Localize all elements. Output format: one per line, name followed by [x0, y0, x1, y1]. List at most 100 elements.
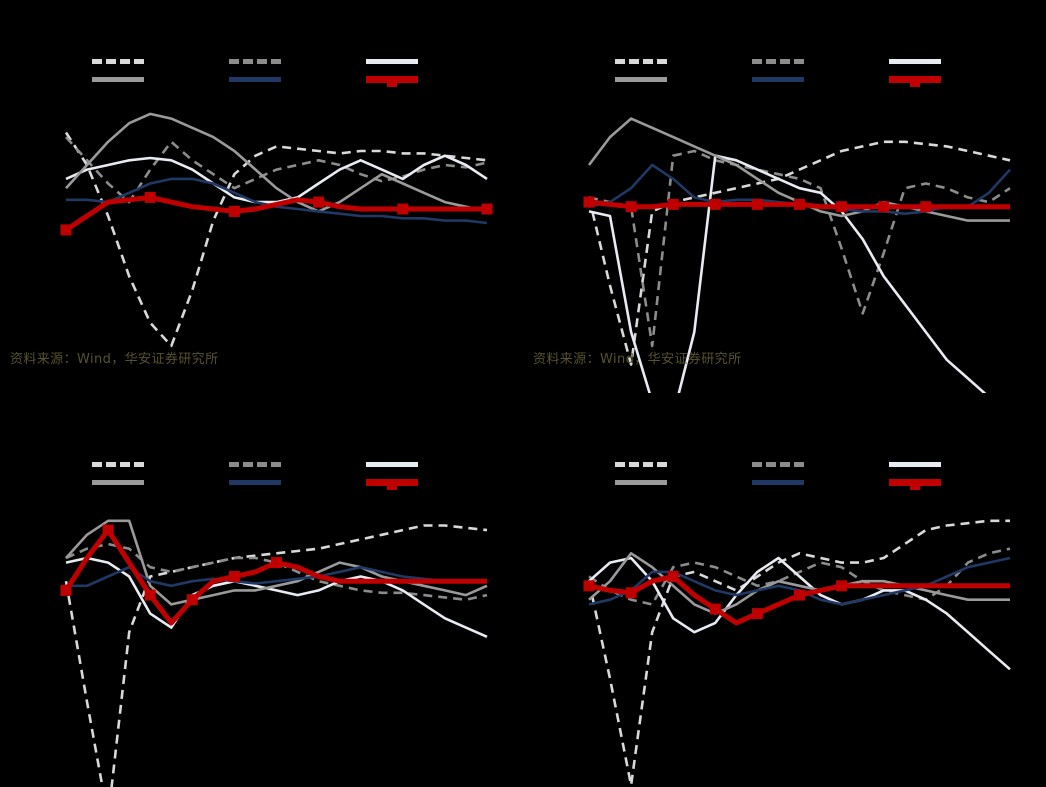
legend-item-series-6[interactable] — [366, 70, 503, 88]
line-series-2 — [588, 547, 1011, 606]
line-series-6 — [64, 194, 487, 232]
line-series-3 — [588, 154, 987, 393]
legend-item-series-2[interactable] — [229, 52, 366, 70]
legend-item-series-2[interactable] — [752, 455, 889, 473]
plot-svg-bottom-right — [583, 519, 1011, 787]
legend-item-series-2[interactable] — [752, 52, 889, 70]
legend-swatch-series-2 — [752, 461, 804, 467]
legend-marker-icon — [910, 479, 920, 490]
chart-panel-top-right: 资料来源：Wind，华安证券研究所 — [523, 0, 1046, 393]
legend-top-right — [523, 52, 1046, 88]
legend-swatch-series-3 — [889, 58, 941, 64]
legend-item-series-6[interactable] — [889, 70, 1026, 88]
legend-swatch-series-2 — [229, 461, 281, 467]
data-point-marker — [667, 198, 679, 210]
legend-item-series-5[interactable] — [752, 473, 889, 491]
data-point-marker — [878, 201, 890, 213]
plot-svg-bottom-left — [60, 519, 488, 787]
data-point-marker — [794, 589, 805, 601]
line-series-3 — [65, 154, 488, 204]
data-point-marker — [228, 205, 240, 217]
legend-swatch-series-5 — [752, 76, 804, 82]
legend-swatch-series-4 — [92, 76, 144, 82]
data-point-marker — [583, 580, 595, 592]
legend-swatch-series-5 — [229, 479, 281, 485]
plot-svg-top-right — [583, 117, 1011, 393]
line-series-4 — [588, 552, 1010, 615]
source-caption-top-left: 资料来源：Wind，华安证券研究所 — [10, 352, 219, 367]
legend-item-series-6[interactable] — [366, 473, 503, 491]
plot-area-bottom-right — [523, 393, 1046, 787]
data-point-marker — [481, 203, 493, 215]
line-series-4 — [65, 519, 488, 606]
plot-svg-top-left — [60, 112, 493, 348]
legend-item-series-5[interactable] — [229, 70, 366, 88]
plot-area-top-right — [523, 0, 1046, 393]
line-series-1 — [64, 524, 488, 787]
data-point-marker — [751, 608, 763, 620]
legend-swatch-series-5 — [229, 76, 281, 82]
legend-item-series-4[interactable] — [615, 70, 752, 88]
legend-swatch-series-6 — [889, 75, 941, 87]
chart-panel-top-left: 资料来源：Wind，华安证券研究所 — [0, 0, 523, 393]
legend-bottom-right — [523, 455, 1046, 491]
line-series-1 — [587, 519, 1010, 787]
plot-area-bottom-left — [0, 393, 523, 787]
legend-item-series-3[interactable] — [366, 455, 503, 473]
legend-swatch-series-4 — [615, 76, 667, 82]
legend-item-series-2[interactable] — [229, 455, 366, 473]
legend-item-series-5[interactable] — [229, 473, 366, 491]
legend-item-series-3[interactable] — [889, 52, 1026, 70]
legend-swatch-series-3 — [366, 461, 418, 467]
line-series-2 — [65, 136, 488, 204]
data-point-marker — [836, 580, 848, 592]
data-point-marker — [836, 201, 848, 213]
data-point-marker — [271, 557, 282, 569]
legend-swatch-series-3 — [889, 461, 941, 467]
legend-swatch-series-3 — [366, 58, 418, 64]
legend-top-left — [0, 52, 523, 88]
legend-item-series-1[interactable] — [615, 455, 752, 473]
legend-swatch-series-1 — [615, 58, 667, 64]
line-series-2 — [588, 149, 1011, 348]
legend-swatch-series-1 — [92, 461, 144, 467]
chart-panel-bottom-right: 资料来源：Wind，华安证券研究所 — [523, 393, 1046, 787]
data-point-marker — [751, 198, 763, 210]
legend-item-series-4[interactable] — [92, 70, 229, 88]
legend-item-series-5[interactable] — [752, 70, 889, 88]
data-point-marker — [625, 201, 637, 213]
legend-item-series-1[interactable] — [615, 52, 752, 70]
legend-item-series-6[interactable] — [889, 473, 1026, 491]
source-caption-top-right: 资料来源：Wind，华安证券研究所 — [533, 352, 742, 367]
legend-swatch-series-4 — [92, 479, 144, 485]
legend-swatch-series-6 — [889, 478, 941, 490]
data-point-marker — [186, 594, 198, 606]
legend-marker-icon — [387, 76, 397, 87]
line-series-1 — [587, 140, 1011, 366]
data-point-marker — [667, 571, 679, 582]
data-point-marker — [102, 524, 114, 536]
legend-swatch-series-1 — [92, 58, 144, 64]
legend-swatch-series-6 — [366, 478, 418, 490]
legend-item-series-3[interactable] — [889, 455, 1026, 473]
data-point-marker — [60, 584, 72, 596]
line-series-3 — [588, 556, 1011, 671]
data-point-marker — [144, 191, 156, 203]
legend-swatch-series-6 — [366, 75, 418, 87]
line-series-4 — [65, 112, 488, 213]
legend-item-series-4[interactable] — [615, 473, 752, 491]
legend-marker-icon — [387, 479, 397, 490]
legend-swatch-series-2 — [752, 58, 804, 64]
legend-item-series-1[interactable] — [92, 455, 229, 473]
legend-bottom-left — [0, 455, 523, 491]
legend-item-series-4[interactable] — [92, 473, 229, 491]
line-series-3 — [65, 556, 488, 638]
legend-item-series-3[interactable] — [366, 52, 503, 70]
data-point-marker — [625, 587, 637, 599]
plot-area-top-left — [0, 0, 523, 393]
legend-item-series-1[interactable] — [92, 52, 229, 70]
data-point-marker — [60, 224, 72, 236]
legend-marker-icon — [910, 76, 920, 87]
data-point-marker — [228, 571, 240, 582]
